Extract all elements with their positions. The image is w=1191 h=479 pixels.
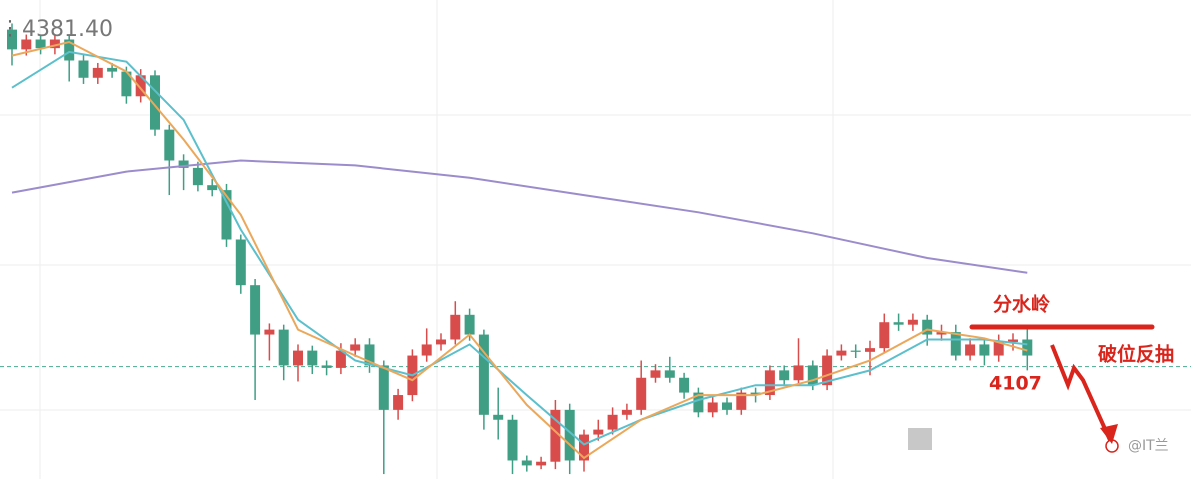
candle-body	[879, 322, 890, 349]
candle-body	[35, 39, 46, 49]
candle-body	[192, 167, 203, 186]
moving-average	[11, 40, 1028, 460]
candle-body	[865, 348, 875, 352]
candle-body	[521, 460, 532, 466]
candle-body	[764, 370, 775, 396]
candle-body	[493, 414, 504, 420]
candle-body	[736, 392, 747, 410]
candle-body	[64, 39, 75, 61]
candle-body	[650, 370, 661, 378]
logo	[1105, 439, 1119, 453]
candle-body	[350, 344, 361, 351]
candle-body	[550, 409, 561, 462]
annotation: 破位反抽	[1098, 343, 1174, 366]
candle-body	[1008, 339, 1018, 342]
ellipsis: ⋮	[0, 16, 20, 40]
candle-body	[822, 355, 833, 386]
candle-body	[321, 365, 332, 368]
candle-body	[21, 39, 32, 50]
price-label: 4381.40	[22, 17, 113, 42]
candle-body	[950, 332, 961, 356]
candle-body	[335, 350, 346, 368]
candle-body	[936, 332, 947, 335]
candle-body	[478, 334, 489, 415]
candle-body	[579, 434, 589, 461]
candle-body	[993, 341, 1004, 356]
candle-body	[235, 239, 246, 286]
candle-body	[436, 339, 446, 345]
arrow-head	[1100, 424, 1118, 444]
candle-body	[150, 75, 160, 130]
candle-body	[92, 67, 103, 78]
candle-body	[178, 160, 189, 168]
annotation: 分水岭	[993, 293, 1050, 316]
candle-body	[722, 402, 732, 410]
candle-body	[679, 377, 690, 393]
candle-body	[807, 365, 818, 386]
candle-body	[107, 67, 118, 72]
candle-body	[450, 314, 461, 340]
plot	[0, 23, 1191, 475]
candle-body	[378, 365, 389, 410]
candle-body	[364, 344, 375, 366]
candle-body	[922, 319, 933, 335]
candle-body	[621, 409, 632, 415]
candle-body	[979, 344, 990, 356]
candle-body	[707, 402, 718, 413]
candle-body	[221, 190, 232, 240]
candle-body	[850, 350, 861, 352]
candle-body	[593, 429, 604, 435]
candle-body	[836, 350, 847, 356]
candle-body	[278, 329, 289, 366]
candle-body	[750, 392, 761, 396]
candle-body	[421, 344, 432, 356]
red-arrow	[1050, 344, 1112, 441]
gray-box	[908, 428, 932, 450]
candle-body	[564, 409, 575, 461]
candle-body	[693, 392, 704, 413]
candle-body	[121, 71, 132, 97]
candle-body	[78, 60, 89, 78]
candle-body	[307, 350, 318, 366]
candle-body	[207, 185, 218, 191]
candle-body	[49, 39, 60, 49]
candle-body	[636, 377, 647, 410]
candle-body	[135, 75, 146, 97]
candle-body	[907, 319, 918, 325]
candle-body	[7, 29, 17, 50]
candle-body	[607, 414, 618, 430]
moving-average	[11, 50, 1028, 446]
candle-body	[264, 329, 275, 335]
candle-body	[464, 314, 475, 335]
watermark: @IT兰	[1128, 438, 1169, 454]
candle-body	[293, 350, 303, 366]
annotation: 4107	[989, 373, 1042, 395]
candle-body	[393, 395, 404, 410]
candle-body	[536, 461, 547, 466]
candle-body	[779, 370, 790, 381]
candle-body	[793, 365, 804, 381]
candle-body	[664, 370, 675, 378]
candle-body	[164, 129, 175, 161]
candle-body	[250, 285, 261, 335]
candle-body	[507, 419, 518, 461]
candle-body	[893, 322, 904, 325]
moving-average	[11, 159, 1028, 274]
candle-body	[965, 344, 976, 356]
candle-body	[1022, 339, 1033, 356]
